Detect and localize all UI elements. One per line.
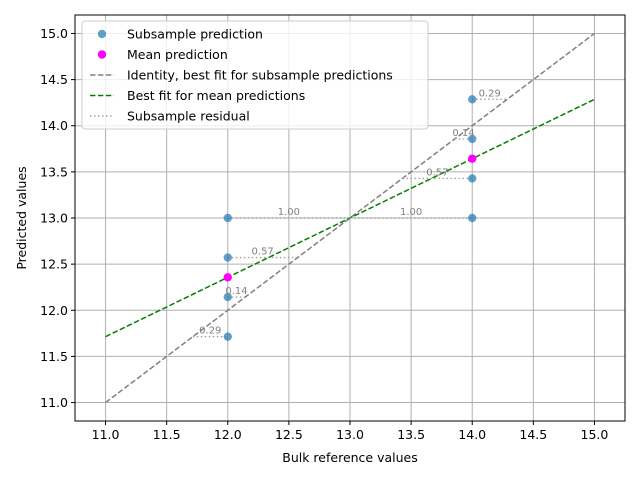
y-tick-label: 14.5 [40, 72, 68, 87]
legend-box [81, 20, 429, 130]
y-tick-label: 11.5 [40, 349, 68, 364]
x-tick-label: 12.0 [214, 427, 242, 442]
residual-label: 1.00 [278, 207, 300, 218]
subsample-point [223, 292, 232, 302]
legend-label: Mean prediction [127, 47, 228, 62]
identity-line [105, 32, 595, 404]
legend-marker [97, 29, 107, 39]
y-axis-ticks: 11.0 11.5 12.0 12.5 13.0 13.5 14.0 14.5 15.0 [40, 26, 75, 410]
y-tick-label: 12.0 [40, 303, 68, 318]
subsample-point [223, 253, 232, 262]
residual-label: 0.29 [199, 326, 221, 337]
legend-label: Best fit for mean predictions [127, 88, 305, 103]
subsample-point [468, 174, 477, 183]
mean-point [468, 154, 477, 163]
x-tick-label: 11.5 [153, 427, 181, 442]
y-tick-label: 15.0 [40, 26, 68, 41]
x-tick-label: 14.0 [458, 427, 486, 442]
x-tick-label: 11.0 [92, 427, 120, 442]
x-tick-label: 13.5 [397, 427, 425, 442]
x-tick-label: 12.5 [275, 427, 303, 442]
x-axis-title: Bulk reference values [282, 450, 418, 465]
x-tick-label: 14.5 [519, 427, 547, 442]
y-tick-label: 14.0 [40, 118, 68, 133]
residual-label: 0.14 [452, 128, 474, 139]
subsample-point [223, 213, 232, 223]
subsample-point [468, 213, 477, 223]
x-tick-label: 13.0 [336, 427, 364, 442]
y-tick-label: 13.5 [40, 164, 68, 179]
y-tick-label: 11.0 [40, 395, 68, 410]
legend-label: Identity, best fit for subsample predict… [127, 68, 393, 83]
y-tick-label: 13.0 [40, 211, 68, 226]
legend-label: Subsample residual [127, 109, 250, 124]
residual-label: 0.14 [225, 286, 247, 297]
residual-labels: 0.29 0.14 0.57 1.00 1.00 0.57 0.14 0.29 [199, 88, 501, 336]
residual-label: 0.29 [479, 88, 501, 99]
residual-label: 1.00 [400, 207, 422, 218]
residual-segments [192, 98, 508, 338]
subsample-point [223, 332, 232, 341]
mean-point [223, 273, 232, 282]
legend: Subsample prediction Mean prediction Ident… [81, 20, 429, 130]
x-tick-label: 15.0 [581, 427, 609, 442]
y-axis-title: Predicted values [14, 166, 29, 269]
x-axis-ticks: 11.0 11.5 12.0 12.5 13.0 13.5 14.0 14.5 15.0 [92, 421, 609, 442]
residual-label: 0.57 [426, 167, 448, 178]
subsample-point [468, 134, 477, 144]
y-tick-label: 12.5 [40, 257, 68, 272]
subsample-point [468, 95, 477, 104]
legend-marker [97, 50, 107, 59]
data-points [223, 95, 477, 341]
legend-label: Subsample prediction [127, 27, 263, 42]
residual-label: 0.57 [252, 247, 274, 258]
